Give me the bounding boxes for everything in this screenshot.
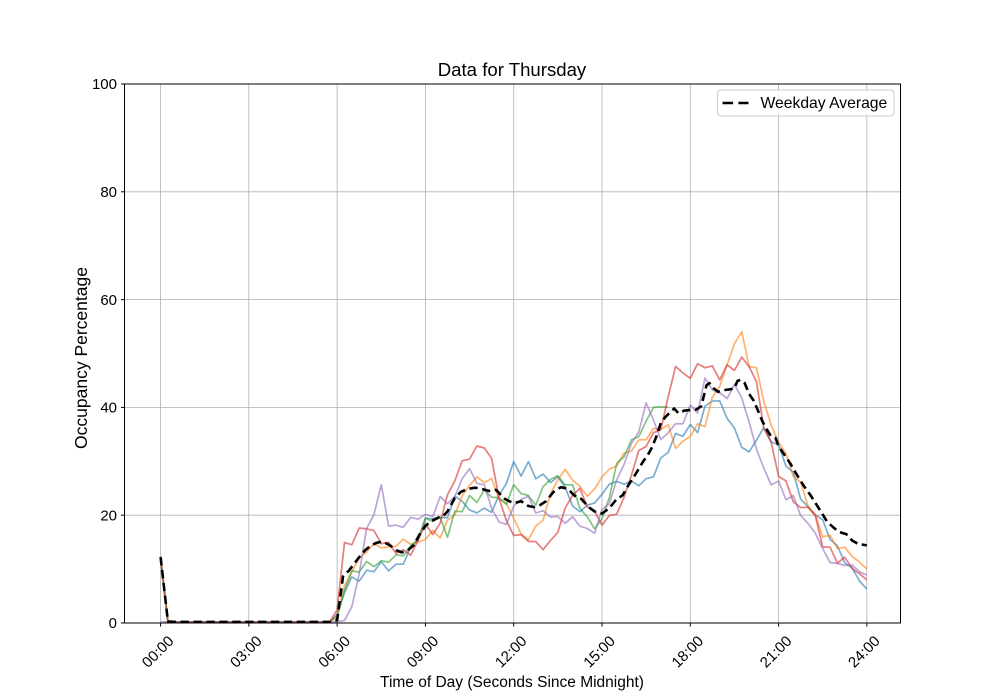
svg-text:20: 20 — [100, 507, 117, 524]
svg-text:Weekday Average: Weekday Average — [761, 95, 888, 112]
svg-text:40: 40 — [100, 400, 117, 417]
svg-text:Occupancy Percentage: Occupancy Percentage — [71, 267, 91, 449]
svg-text:60: 60 — [100, 292, 117, 309]
svg-text:Data for Thursday: Data for Thursday — [438, 59, 587, 80]
svg-text:0: 0 — [109, 615, 117, 632]
svg-text:80: 80 — [100, 184, 117, 201]
svg-text:Time of Day (Seconds Since Mid: Time of Day (Seconds Since Midnight) — [380, 674, 644, 691]
svg-text:100: 100 — [92, 76, 117, 93]
